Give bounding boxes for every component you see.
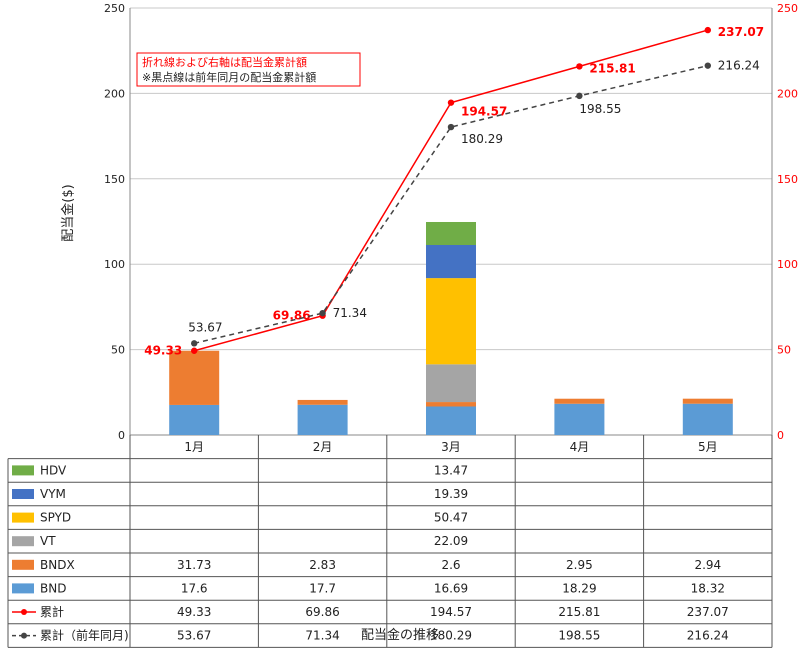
table-cell: 194.57	[430, 605, 472, 619]
left-tick-label: 50	[111, 344, 125, 357]
bar-bnd	[297, 404, 348, 435]
x-tick-label: 2月	[313, 440, 333, 454]
left-tick-label: 100	[104, 258, 125, 271]
bar-bnd	[169, 404, 220, 435]
data-label: 69.86	[273, 309, 311, 323]
legend-label: BND	[40, 581, 66, 595]
annotation-box	[136, 52, 361, 87]
line-point	[191, 347, 198, 354]
legend-label: VYM	[40, 487, 66, 501]
legend-label: 累計（前年同月)	[40, 628, 129, 643]
bar-bndx	[554, 398, 605, 404]
line-point	[447, 99, 455, 106]
left-tick-label: 0	[118, 429, 125, 442]
legend-key-marker	[21, 632, 27, 639]
legend-key-marker	[21, 609, 27, 615]
data-label: 215.81	[589, 61, 635, 75]
line-point	[319, 309, 326, 317]
table-cell: 216.24	[687, 629, 729, 643]
table-cell: 18.32	[691, 581, 725, 595]
bar-hdv	[426, 221, 476, 246]
right-tick-label: 100	[777, 258, 798, 271]
bar-bndx	[426, 402, 476, 407]
legend-label: BNDX	[40, 558, 75, 572]
annotation-line: 折れ線および右軸は配当金累計額	[142, 55, 307, 69]
table-cell: 18.29	[562, 581, 596, 595]
bar-bnd	[682, 403, 733, 435]
chart-title: 配当金の推移	[360, 628, 439, 643]
table-cell: 2.94	[694, 558, 721, 572]
right-tick-label: 150	[777, 173, 798, 186]
table-cell: 198.55	[558, 629, 600, 643]
table-cell: 22.09	[434, 534, 468, 548]
data-label: 53.67	[188, 320, 222, 334]
right-tick-label: 200	[777, 87, 798, 100]
line-point	[704, 62, 711, 69]
table-cell: 17.6	[181, 581, 208, 595]
bar-vt	[426, 364, 476, 403]
data-label: 180.29	[461, 132, 503, 146]
table-cell: 13.47	[434, 463, 468, 477]
table-cell: 2.83	[309, 558, 336, 572]
bar-bndx	[169, 350, 220, 405]
data-label: 49.33	[144, 344, 182, 358]
table-cell: 19.39	[434, 487, 468, 501]
x-tick-label: 5月	[698, 440, 718, 454]
legend-key-swatch	[12, 536, 34, 547]
line-point	[704, 26, 711, 34]
legend-key-swatch	[12, 583, 34, 594]
legend-label: 累計	[40, 604, 64, 619]
bar-spyd	[426, 278, 476, 365]
x-tick-label: 4月	[570, 440, 590, 454]
table-cell: 69.86	[305, 605, 339, 619]
data-label: 237.07	[718, 25, 764, 39]
legend-label: HDV	[40, 463, 67, 477]
x-tick-label: 1月	[184, 440, 204, 454]
left-tick-label: 250	[104, 2, 125, 15]
bar-bnd	[554, 403, 605, 435]
right-tick-label: 50	[777, 344, 791, 357]
table-cell: 50.47	[434, 511, 468, 525]
data-label: 194.57	[461, 105, 507, 119]
data-label: 71.34	[333, 306, 367, 320]
legend-label: VT	[40, 534, 56, 548]
bar-bndx	[297, 399, 348, 405]
legend-key-swatch	[12, 512, 34, 523]
left-tick-label: 200	[104, 87, 125, 100]
table-cell: 2.6	[441, 558, 460, 572]
right-tick-label: 250	[777, 2, 798, 15]
table-cell: 49.33	[177, 605, 211, 619]
line-point	[576, 63, 583, 70]
annotation-line: ※黒点線は前年同月の配当金累計額	[142, 70, 316, 84]
data-label: 216.24	[718, 59, 760, 73]
table-cell: 71.34	[305, 629, 339, 643]
y-axis-title: 配当金($)	[60, 184, 76, 241]
bar-bndx	[682, 398, 733, 404]
table-cell: 31.73	[177, 558, 211, 572]
table-cell: 2.95	[566, 558, 593, 572]
table-cell: 237.07	[687, 605, 729, 619]
data-label: 198.55	[579, 102, 621, 116]
line-point	[576, 92, 583, 100]
table-cell: 53.67	[177, 629, 211, 643]
left-tick-label: 150	[104, 173, 125, 186]
line-point	[191, 340, 198, 347]
line-point	[447, 123, 455, 131]
legend-label: SPYD	[40, 511, 71, 525]
line-series	[194, 64, 708, 345]
bar-vym	[426, 245, 476, 279]
table-cell: 17.7	[309, 581, 336, 595]
table-cell: 16.69	[434, 581, 468, 595]
legend-key-swatch	[12, 489, 34, 499]
x-tick-label: 3月	[441, 440, 461, 454]
right-tick-label: 0	[777, 429, 784, 442]
legend-key-swatch	[12, 465, 34, 476]
legend-key-swatch	[12, 559, 34, 570]
table-cell: 215.81	[558, 605, 600, 619]
table-cell: 180.29	[430, 629, 472, 643]
bar-bnd	[426, 406, 476, 435]
